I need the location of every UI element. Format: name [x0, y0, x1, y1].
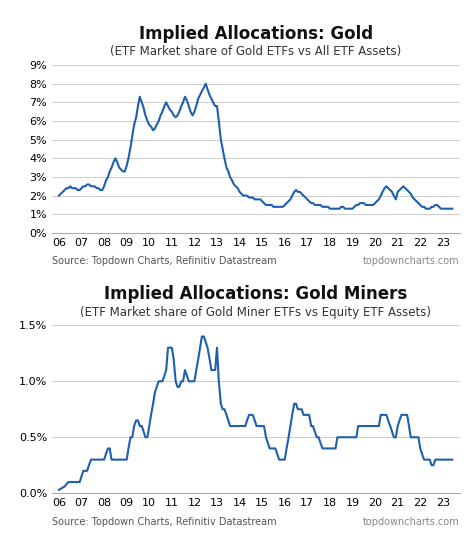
Text: (ETF Market share of Gold ETFs vs All ETF Assets): (ETF Market share of Gold ETFs vs All ET…: [110, 46, 401, 59]
Text: (ETF Market share of Gold Miner ETFs vs Equity ETF Assets): (ETF Market share of Gold Miner ETFs vs …: [81, 306, 431, 319]
Text: Source: Topdown Charts, Refinitiv Datastream: Source: Topdown Charts, Refinitiv Datast…: [52, 517, 277, 527]
Text: Source: Topdown Charts, Refinitiv Datastream: Source: Topdown Charts, Refinitiv Datast…: [52, 256, 277, 267]
Text: topdowncharts.com: topdowncharts.com: [363, 517, 460, 527]
Text: Implied Allocations: Gold: Implied Allocations: Gold: [139, 25, 373, 43]
Text: Implied Allocations: Gold Miners: Implied Allocations: Gold Miners: [104, 286, 408, 304]
Text: topdowncharts.com: topdowncharts.com: [363, 256, 460, 267]
